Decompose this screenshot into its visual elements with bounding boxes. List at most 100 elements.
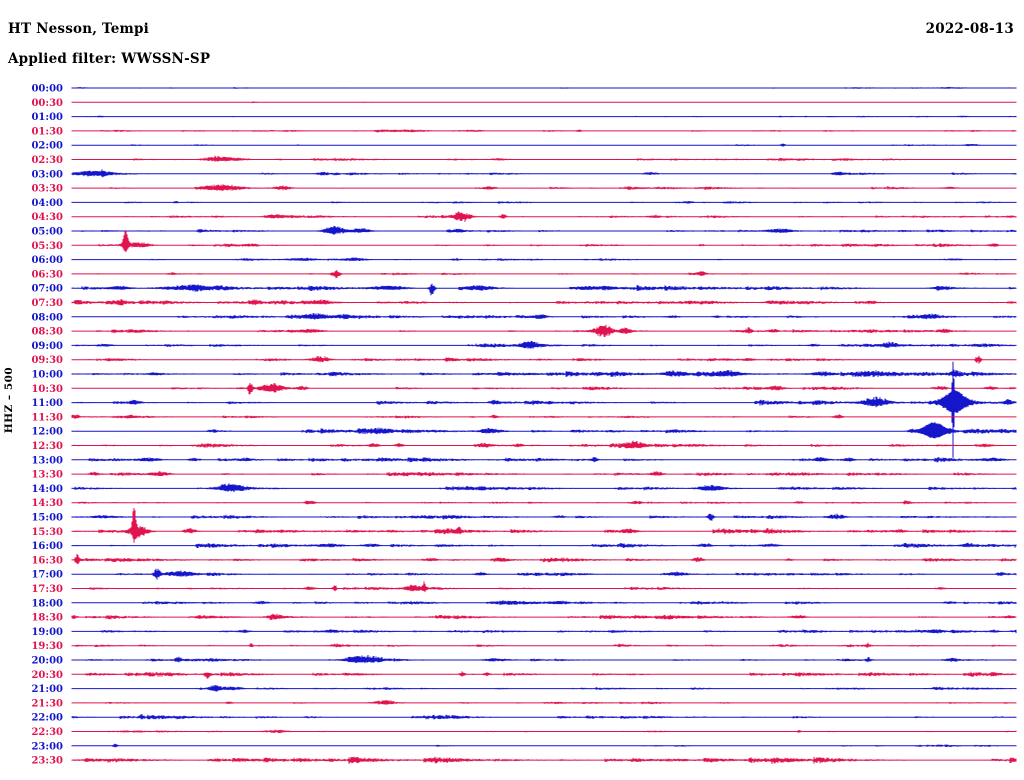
record-date: 2022-08-13 xyxy=(925,21,1014,37)
trace-row xyxy=(71,369,1017,378)
time-label: 06:00 xyxy=(31,255,63,266)
trace-row xyxy=(71,101,1017,104)
filter-label: Applied filter: WWSSN-SP xyxy=(8,51,211,67)
trace-row xyxy=(71,155,1017,162)
trace-row xyxy=(71,655,1017,664)
trace-row xyxy=(71,700,1017,705)
time-label: 14:30 xyxy=(31,498,63,509)
time-label: 19:30 xyxy=(31,641,63,652)
trace-row xyxy=(71,513,1017,521)
trace-row xyxy=(71,743,1017,748)
time-label: 13:00 xyxy=(31,455,63,466)
time-label: 20:00 xyxy=(31,656,63,667)
time-label: 08:00 xyxy=(31,312,63,323)
trace-row xyxy=(71,568,1017,580)
trace-row xyxy=(71,201,1017,204)
time-label: 02:30 xyxy=(31,155,63,166)
time-label: 14:00 xyxy=(31,484,63,495)
time-label: 00:30 xyxy=(31,98,63,109)
time-label: 01:30 xyxy=(31,126,63,137)
trace-row xyxy=(71,422,1017,439)
trace-row xyxy=(71,129,1017,133)
time-label: 07:30 xyxy=(31,298,63,309)
trace-row xyxy=(71,355,1017,364)
time-label: 22:30 xyxy=(31,727,63,738)
time-label: 06:30 xyxy=(31,269,63,280)
trace-row xyxy=(71,115,1017,118)
time-label: 08:30 xyxy=(31,327,63,338)
trace-row xyxy=(71,143,1017,147)
trace-row xyxy=(71,225,1017,235)
trace-row xyxy=(71,211,1017,222)
time-label: 05:30 xyxy=(31,241,63,252)
time-label: 02:00 xyxy=(31,141,63,152)
time-label: 12:00 xyxy=(31,427,63,438)
time-label: 01:00 xyxy=(31,112,63,123)
time-label: 04:30 xyxy=(31,212,63,223)
trace-row xyxy=(71,685,1017,692)
time-label: 17:00 xyxy=(31,570,63,581)
trace-row xyxy=(71,414,1017,419)
trace-row xyxy=(71,600,1017,606)
time-label: 10:30 xyxy=(31,384,63,395)
trace-row xyxy=(71,257,1017,262)
time-label: 05:00 xyxy=(31,227,63,238)
time-label: 21:30 xyxy=(31,698,63,709)
trace-row xyxy=(71,169,1017,178)
trace-row xyxy=(71,283,1017,296)
trace-row xyxy=(71,184,1017,191)
trace-row xyxy=(71,642,1017,648)
trace-row xyxy=(71,457,1017,463)
station-title: HT Nesson, Tempi xyxy=(8,21,149,37)
time-label: 13:30 xyxy=(31,470,63,481)
time-label: 15:30 xyxy=(31,527,63,538)
time-label: 04:00 xyxy=(31,198,63,209)
trace-row xyxy=(71,756,1017,764)
trace-row xyxy=(71,440,1017,449)
time-label: 15:00 xyxy=(31,513,63,524)
time-label: 16:30 xyxy=(31,555,63,566)
trace-row xyxy=(71,500,1017,505)
time-label: 07:00 xyxy=(31,284,63,295)
trace-row xyxy=(71,270,1017,279)
trace-row xyxy=(71,231,1017,253)
trace-row xyxy=(71,383,1017,395)
time-label: 21:00 xyxy=(31,684,63,695)
trace-row xyxy=(71,86,1017,89)
trace-row xyxy=(71,361,1017,458)
time-label: 09:00 xyxy=(31,341,63,352)
trace-row xyxy=(71,508,1017,543)
trace-row xyxy=(71,671,1017,679)
time-label: 19:00 xyxy=(31,627,63,638)
trace-row xyxy=(71,553,1017,565)
time-label: 10:00 xyxy=(31,370,63,381)
time-label: 22:00 xyxy=(31,713,63,724)
trace-row xyxy=(71,629,1017,634)
trace-row xyxy=(71,613,1017,620)
trace-row xyxy=(71,581,1017,593)
trace-row xyxy=(71,340,1017,349)
trace-row xyxy=(71,714,1017,720)
trace-row xyxy=(71,729,1017,734)
time-label: 11:30 xyxy=(31,412,63,423)
time-label: 20:30 xyxy=(31,670,63,681)
time-label: 12:30 xyxy=(31,441,63,452)
time-label: 09:30 xyxy=(31,355,63,366)
time-label: 17:30 xyxy=(31,584,63,595)
time-label: 03:00 xyxy=(31,169,63,180)
time-label: 00:00 xyxy=(31,84,63,95)
time-label: 18:00 xyxy=(31,598,63,609)
trace-row xyxy=(71,471,1017,477)
trace-row xyxy=(71,542,1017,548)
time-label: 03:30 xyxy=(31,184,63,195)
trace-row xyxy=(71,299,1017,306)
time-label: 11:00 xyxy=(31,398,63,409)
trace-row xyxy=(71,483,1017,493)
time-label: 23:00 xyxy=(31,741,63,752)
trace-row xyxy=(71,324,1017,338)
trace-row xyxy=(71,313,1017,320)
time-label: 16:00 xyxy=(31,541,63,552)
time-label: 23:30 xyxy=(31,756,63,767)
time-label: 18:30 xyxy=(31,613,63,624)
